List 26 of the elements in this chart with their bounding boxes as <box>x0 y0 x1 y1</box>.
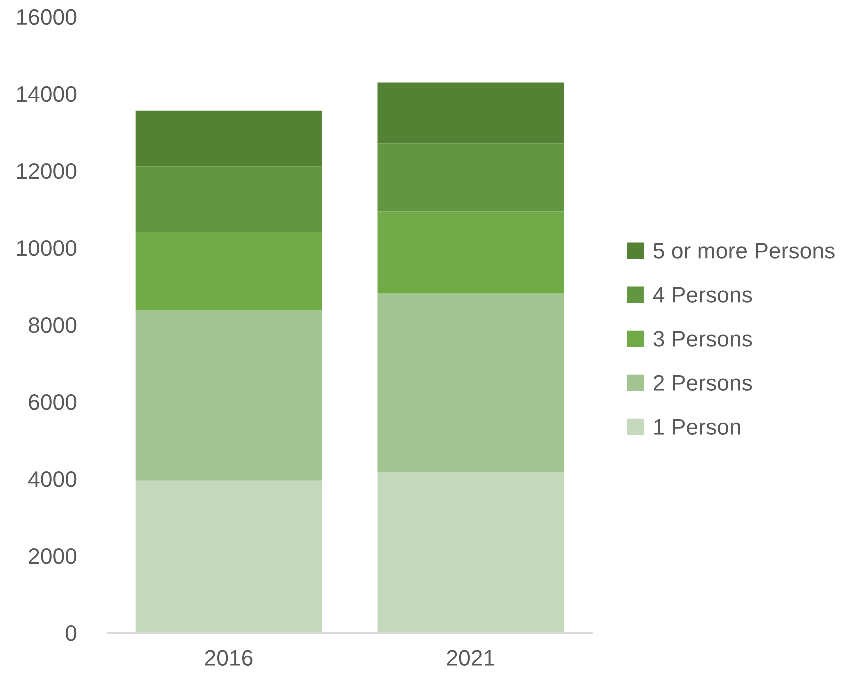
bar <box>136 110 322 167</box>
legend-label: 4 Persons <box>653 287 752 303</box>
legend-label: 1 Person <box>654 420 740 436</box>
y-tick-label: 16000 <box>17 9 77 26</box>
bar <box>378 212 564 294</box>
legend-label: 3 Persons <box>654 331 752 347</box>
y-tick-label: 0 <box>66 626 77 642</box>
bar <box>378 294 564 472</box>
bar <box>136 310 322 481</box>
bar <box>378 82 564 144</box>
legend-label: 2 Persons <box>654 375 752 391</box>
y-tick-label: 4000 <box>28 472 77 488</box>
bar <box>378 144 564 212</box>
y-tick-label: 8000 <box>29 317 77 334</box>
bar <box>136 480 322 634</box>
y-tick-label: 12000 <box>17 163 77 180</box>
x-tick-label: 2016 <box>205 650 253 666</box>
bar <box>378 472 564 634</box>
bar <box>136 166 322 233</box>
y-tick-label: 14000 <box>17 86 77 102</box>
y-tick-label: 2000 <box>29 548 77 564</box>
y-tick-label: 6000 <box>29 394 77 410</box>
y-tick-label: 10000 <box>17 240 77 256</box>
bar <box>136 232 322 311</box>
x-tick-label: 2021 <box>447 650 495 666</box>
legend-label: 5 or more Persons <box>654 243 835 259</box>
